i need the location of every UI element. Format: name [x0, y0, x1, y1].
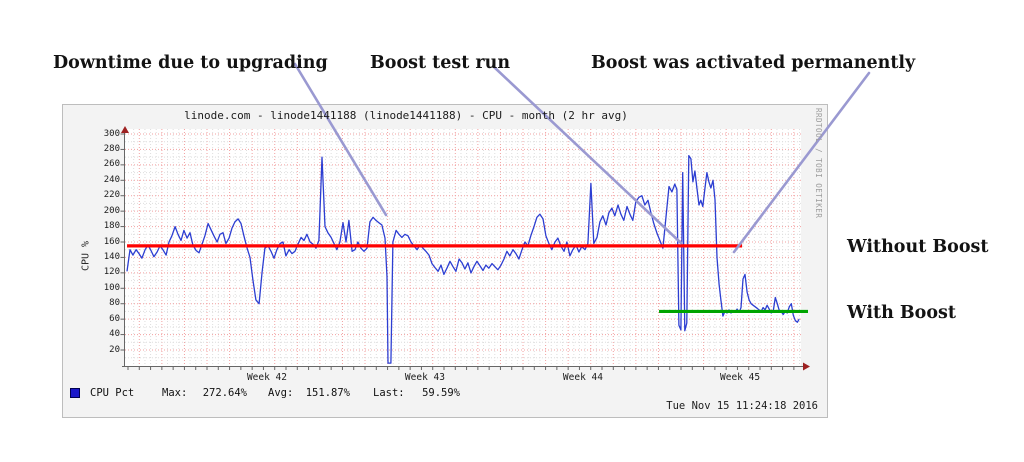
y-tick-label: 120 [103, 267, 120, 278]
y-tick-label: 100 [103, 282, 120, 293]
y-tick-label: 40 [109, 329, 120, 340]
annotation-boost-permanent: Boost was activated permanently [591, 53, 916, 73]
graph-title: linode.com - linode1441188 (linode144118… [184, 109, 628, 122]
x-tick-label: Week 42 [246, 372, 287, 383]
legend-max-label: Max: [162, 387, 188, 399]
pointer-line-boost-permanent [732, 71, 871, 254]
plot-area [125, 129, 801, 367]
label-without-boost: Without Boost [847, 237, 989, 257]
legend-avg-value: 151.87% [305, 387, 350, 399]
legend-last-label: Last: [373, 387, 405, 399]
y-tick-label: 60 [109, 313, 120, 324]
y-tick-label: 80 [109, 298, 120, 309]
y-tick-label: 200 [103, 205, 120, 216]
legend-avg-label: Avg: [268, 387, 294, 399]
y-tick-label: 280 [103, 143, 120, 154]
x-tick-label: Week 45 [720, 372, 761, 383]
rrdtool-watermark: RRDTOOL / TOBI OETIKER [814, 108, 823, 219]
legend-swatch [70, 388, 80, 398]
y-tick-label: 240 [103, 174, 120, 185]
y-axis-arrow [121, 126, 129, 133]
x-tick-label: Week 43 [404, 372, 445, 383]
legend-series-label: CPU Pct [90, 387, 135, 399]
label-with-boost: With Boost [847, 303, 956, 323]
x-axis-arrow [803, 362, 810, 371]
y-tick-label: 180 [103, 221, 120, 232]
annotation-boost-test-run: Boost test run [370, 53, 511, 73]
y-tick-label: 300 [103, 128, 120, 139]
pointer-line-boost-test [492, 65, 683, 245]
legend-last-value: 59.59% [422, 387, 460, 399]
y-tick-label: 220 [103, 190, 120, 201]
y-tick-label: 140 [103, 251, 120, 262]
legend-max-value: 272.64% [202, 387, 247, 399]
cpu-series-line [126, 154, 800, 364]
y-tick-label: 260 [103, 159, 120, 170]
x-tick-label: Week 44 [562, 372, 603, 383]
graph-timestamp: Tue Nov 15 11:24:18 2016 [666, 400, 818, 412]
y-tick-label: 20 [109, 344, 120, 355]
pointer-line-downtime [293, 62, 388, 217]
annotation-downtime: Downtime due to upgrading [53, 53, 328, 73]
y-tick-label: 160 [103, 236, 120, 247]
